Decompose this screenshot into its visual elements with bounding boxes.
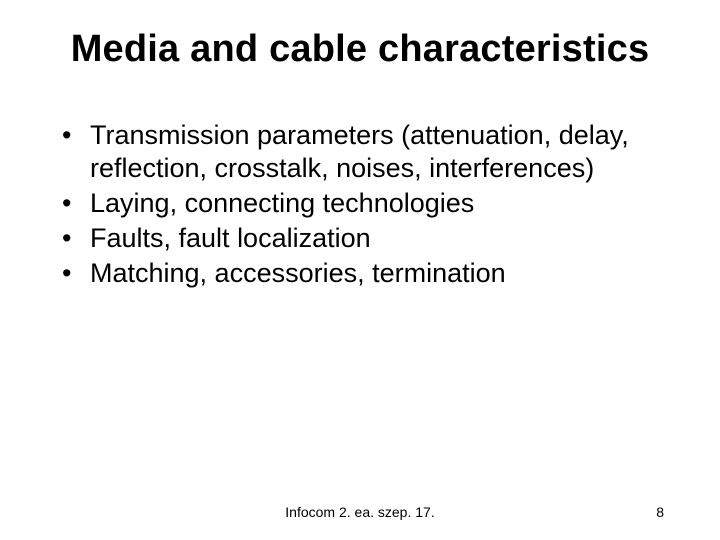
bullet-text: Matching, accessories, termination — [90, 257, 670, 290]
list-item: • Faults, fault localization — [62, 222, 670, 255]
bullet-dot: • — [62, 187, 90, 220]
page-number: 8 — [656, 504, 664, 520]
bullet-dot: • — [62, 119, 90, 185]
slide-title: Media and cable characteristics — [40, 28, 680, 71]
list-item: • Matching, accessories, termination — [62, 257, 670, 290]
bullet-text: Laying, connecting technologies — [90, 187, 670, 220]
slide: Media and cable characteristics • Transm… — [0, 0, 720, 540]
bullet-text: Transmission parameters (attenuation, de… — [90, 119, 670, 185]
bullet-text: Faults, fault localization — [90, 222, 670, 255]
bullet-dot: • — [62, 257, 90, 290]
bullet-dot: • — [62, 222, 90, 255]
list-item: • Laying, connecting technologies — [62, 187, 670, 220]
list-item: • Transmission parameters (attenuation, … — [62, 119, 670, 185]
bullet-list: • Transmission parameters (attenuation, … — [40, 119, 680, 290]
footer-center-text: Infocom 2. ea. szep. 17. — [285, 504, 434, 520]
